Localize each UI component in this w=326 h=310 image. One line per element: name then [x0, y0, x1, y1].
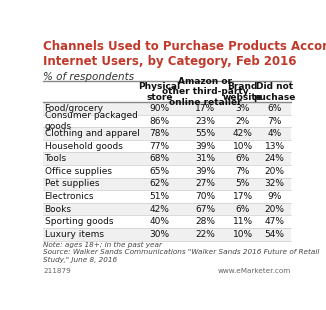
Text: Luxury items: Luxury items: [45, 230, 104, 239]
Text: 6%: 6%: [268, 104, 282, 113]
Text: 20%: 20%: [265, 205, 285, 214]
Bar: [43, 228, 291, 241]
Text: 28%: 28%: [196, 217, 215, 226]
Text: 10%: 10%: [232, 142, 253, 151]
Bar: [43, 127, 291, 140]
Text: Sporting goods: Sporting goods: [45, 217, 113, 226]
Text: 6%: 6%: [235, 205, 250, 214]
Text: 40%: 40%: [150, 217, 170, 226]
Text: www.eMarketer.com: www.eMarketer.com: [218, 268, 291, 273]
Text: 24%: 24%: [265, 154, 285, 163]
Text: 39%: 39%: [195, 142, 215, 151]
Text: 42%: 42%: [233, 129, 253, 138]
Text: 22%: 22%: [196, 230, 215, 239]
Text: Brand
website: Brand website: [223, 82, 262, 102]
Text: 51%: 51%: [150, 192, 170, 201]
Text: 23%: 23%: [196, 117, 215, 126]
Text: Food/grocery: Food/grocery: [45, 104, 104, 113]
Text: 62%: 62%: [150, 179, 170, 188]
Text: Note: ages 18+; in the past year
Source: Walker Sands Communications "Walker San: Note: ages 18+; in the past year Source:…: [43, 242, 320, 263]
Text: 7%: 7%: [235, 167, 250, 176]
Text: 90%: 90%: [150, 104, 170, 113]
Text: 77%: 77%: [150, 142, 170, 151]
Text: 9%: 9%: [268, 192, 282, 201]
Text: 86%: 86%: [150, 117, 170, 126]
Text: 32%: 32%: [265, 179, 285, 188]
Bar: [43, 203, 291, 215]
Text: 20%: 20%: [265, 167, 285, 176]
Text: Amazon or
other third-party
online retailer: Amazon or other third-party online retai…: [162, 77, 249, 107]
Text: 42%: 42%: [150, 205, 170, 214]
Text: 31%: 31%: [195, 154, 215, 163]
Text: Physical
store: Physical store: [139, 82, 181, 102]
Text: 54%: 54%: [265, 230, 285, 239]
Text: 17%: 17%: [232, 192, 253, 201]
Text: Clothing and apparel: Clothing and apparel: [45, 129, 140, 138]
Text: 39%: 39%: [195, 167, 215, 176]
Text: Did not
puchase: Did not puchase: [254, 82, 296, 102]
Text: 6%: 6%: [235, 154, 250, 163]
Text: 4%: 4%: [268, 129, 282, 138]
Text: 17%: 17%: [195, 104, 215, 113]
Text: 65%: 65%: [150, 167, 170, 176]
Text: 30%: 30%: [150, 230, 170, 239]
Text: 2%: 2%: [235, 117, 250, 126]
Text: Channels Used to Purchase Products According to US
Internet Users, by Category, : Channels Used to Purchase Products Accor…: [43, 40, 326, 68]
Bar: [43, 153, 291, 165]
Text: Household goods: Household goods: [45, 142, 123, 151]
Text: 78%: 78%: [150, 129, 170, 138]
Text: 70%: 70%: [195, 192, 215, 201]
Text: 67%: 67%: [195, 205, 215, 214]
Text: Tools: Tools: [45, 154, 67, 163]
Text: 3%: 3%: [235, 104, 250, 113]
Text: % of respondents: % of respondents: [43, 72, 134, 82]
Text: 7%: 7%: [268, 117, 282, 126]
Text: 211879: 211879: [43, 268, 71, 273]
Text: Pet supplies: Pet supplies: [45, 179, 99, 188]
Text: 55%: 55%: [195, 129, 215, 138]
Text: Books: Books: [45, 205, 71, 214]
Text: 5%: 5%: [235, 179, 250, 188]
Text: Electronics: Electronics: [45, 192, 94, 201]
Bar: [43, 102, 291, 115]
Text: Office supplies: Office supplies: [45, 167, 111, 176]
Text: Consumer packaged
goods: Consumer packaged goods: [45, 111, 138, 131]
Text: 10%: 10%: [232, 230, 253, 239]
Text: 11%: 11%: [232, 217, 253, 226]
Text: 27%: 27%: [196, 179, 215, 188]
Text: 13%: 13%: [265, 142, 285, 151]
Text: 68%: 68%: [150, 154, 170, 163]
Text: 47%: 47%: [265, 217, 285, 226]
Bar: [43, 178, 291, 190]
